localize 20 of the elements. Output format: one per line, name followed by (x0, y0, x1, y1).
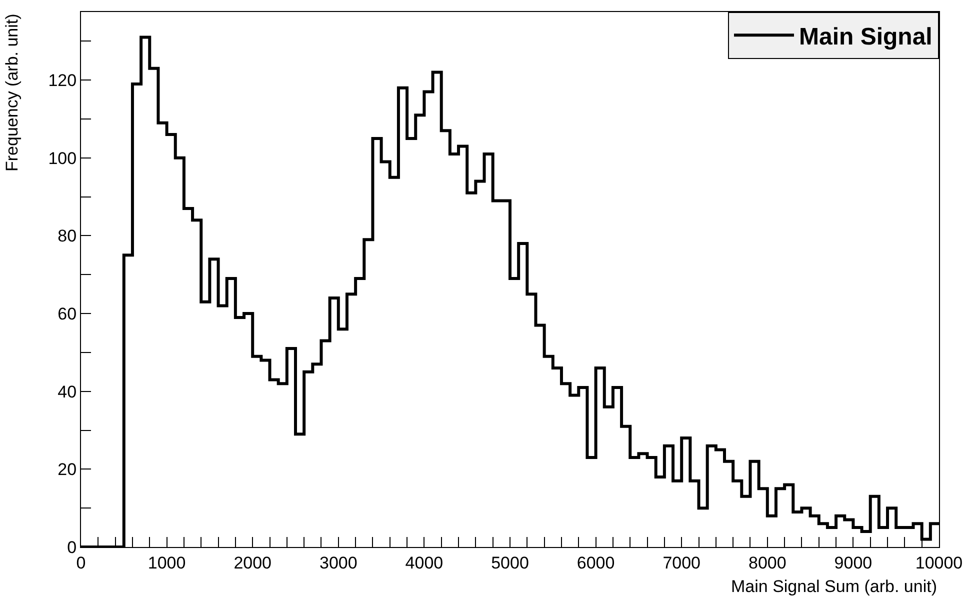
x-tick-label: 2000 (234, 553, 272, 572)
y-axis-title: Frequency (arb. unit) (2, 14, 22, 172)
x-tick-label: 3000 (319, 553, 358, 572)
x-tick-label: 5000 (491, 553, 529, 572)
y-tick-label: 20 (58, 460, 77, 480)
y-tick-label: 0 (67, 538, 77, 557)
x-tick-label: 4000 (405, 553, 444, 572)
x-tick-label: 1000 (148, 553, 186, 572)
y-tick-label: 40 (58, 382, 77, 402)
x-tick-label: 8000 (748, 553, 786, 572)
y-tick-label: 80 (58, 226, 77, 246)
y-tick-label: 100 (48, 148, 77, 168)
x-tick-label: 9000 (834, 553, 872, 572)
x-tick-label: 7000 (662, 553, 701, 572)
x-axis-title: Main Signal Sum (arb. unit) (731, 577, 937, 596)
legend-label: Main Signal (799, 23, 932, 50)
x-tick-label: 6000 (576, 553, 615, 572)
y-tick-label: 60 (58, 304, 77, 324)
x-tick-label: 10000 (915, 553, 963, 572)
y-tick-label: 120 (48, 71, 77, 90)
